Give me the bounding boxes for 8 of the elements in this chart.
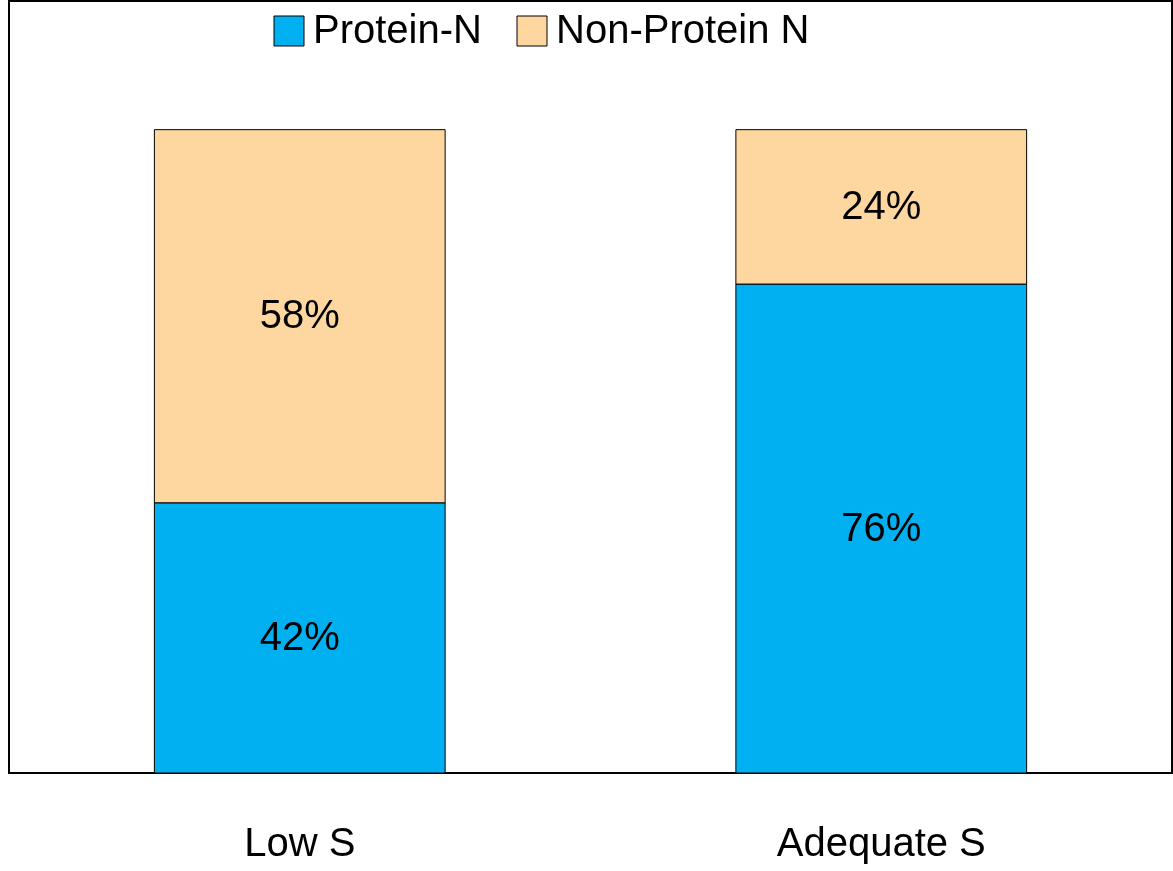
- data-label: 58%: [259, 292, 340, 337]
- legend-label: Protein-N: [313, 7, 482, 51]
- legend-label: Non-Protein N: [556, 7, 810, 51]
- data-label: 24%: [841, 182, 922, 227]
- data-label: 76%: [841, 504, 922, 549]
- x-tick-label: Low S: [244, 819, 356, 864]
- x-tick-label: Adequate S: [776, 819, 986, 864]
- data-label: 42%: [259, 613, 340, 658]
